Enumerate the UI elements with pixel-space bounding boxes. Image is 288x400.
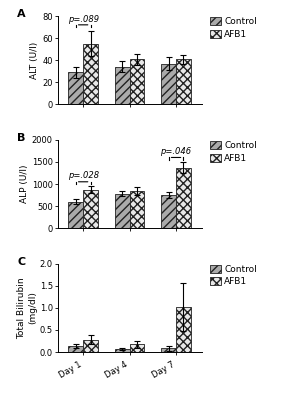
Bar	[161, 348, 176, 352]
Bar	[130, 344, 145, 352]
Bar	[130, 191, 145, 228]
Bar	[176, 168, 191, 228]
Y-axis label: ALT (U/l): ALT (U/l)	[30, 42, 39, 79]
Legend: Control, AFB1: Control, AFB1	[209, 140, 258, 164]
Bar	[115, 67, 130, 104]
Y-axis label: Total Bilirubin
(mg/dl): Total Bilirubin (mg/dl)	[18, 277, 37, 339]
Text: p=.046: p=.046	[160, 147, 192, 156]
Bar	[68, 72, 83, 104]
Text: C: C	[17, 256, 25, 266]
Bar	[68, 202, 83, 228]
Bar	[115, 194, 130, 228]
Legend: Control, AFB1: Control, AFB1	[209, 264, 258, 287]
Bar	[161, 195, 176, 228]
Bar	[115, 349, 130, 352]
Legend: Control, AFB1: Control, AFB1	[209, 16, 258, 40]
Bar	[176, 59, 191, 104]
Bar	[83, 190, 98, 228]
Bar	[176, 307, 191, 352]
Bar	[161, 64, 176, 104]
Text: p=.028: p=.028	[68, 172, 99, 180]
Y-axis label: ALP (U/l): ALP (U/l)	[20, 165, 29, 203]
Bar	[83, 44, 98, 104]
Bar	[68, 346, 83, 352]
Text: p=.089: p=.089	[68, 14, 99, 24]
Bar	[83, 340, 98, 352]
Text: B: B	[17, 133, 26, 143]
Text: A: A	[17, 9, 26, 19]
Bar	[130, 59, 145, 104]
